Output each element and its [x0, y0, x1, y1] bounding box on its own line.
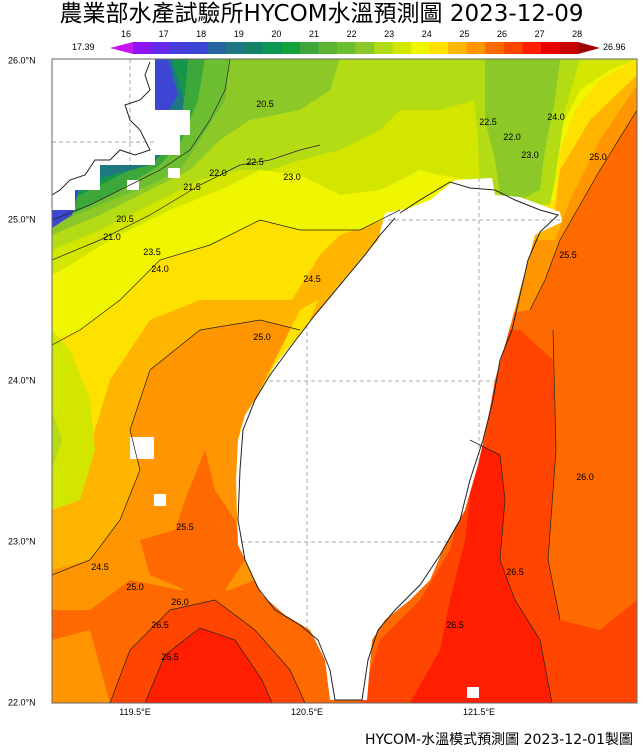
colorbar-swatch [336, 42, 356, 54]
colorbar-tick-label: 16 [120, 29, 132, 39]
colorbar-tick-label: 20 [271, 29, 282, 39]
contour-label: 25.5 [176, 522, 194, 532]
contour-label: 20.5 [116, 214, 134, 224]
colorbar-swatch [429, 42, 449, 54]
grid-lines [236, 178, 562, 700]
contour-label: 26.5 [506, 567, 524, 577]
temperature-field: 20.5 22.5 23.0 21.5 22.0 20.5 21.0 23.5 24.0 24.5… [52, 59, 637, 703]
colorbar-swatch [540, 42, 560, 54]
lat-label-24: 24.0°N [8, 375, 36, 386]
contour-label: 25.0 [589, 152, 607, 162]
lon-label-119-5: 119.5°E [119, 707, 151, 717]
colorbar-swatch [299, 42, 319, 54]
contour-label: 25.0 [126, 582, 144, 592]
map-frame [51, 58, 638, 704]
colorbar-swatch [392, 42, 412, 54]
colorbar-min-label: 17.39 [72, 42, 95, 52]
lon-label-120-5: 120.5°E [290, 707, 324, 717]
contour-label: 22.0 [209, 168, 227, 178]
contour-label: 21.0 [103, 232, 121, 242]
contour-label: 22.5 [246, 157, 264, 167]
contour-label: 24.0 [547, 112, 565, 122]
contour-label: 26.5 [446, 620, 464, 630]
lat-label-23: 23.0°N [8, 536, 36, 547]
colorbar-tick-label: 17 [158, 29, 169, 39]
colorbar-swatch [262, 42, 282, 54]
colorbar-swatch [170, 42, 190, 54]
contour-label: 26.0 [171, 597, 189, 607]
taiwan-land [236, 178, 562, 700]
colorbar-tick-label: 26 [496, 29, 508, 39]
colorbar-swatch [225, 42, 245, 54]
colorbar-swatch [503, 42, 523, 54]
lon-label-121-5: 121.5°E [462, 707, 496, 717]
map-title: 農業部水產試驗所HYCOM水溫預測圖 2023-12-09 [59, 1, 584, 27]
contour-label: 24.5 [303, 274, 321, 284]
colorbar-tick-label: 21 [308, 29, 320, 39]
colorbar-tick-label: 18 [196, 29, 207, 39]
colorbar-tick-label: 23 [384, 29, 395, 39]
taiwan-coastline [237, 181, 559, 701]
colorbar-swatch [133, 42, 153, 54]
colorbar-tick-label: 27 [534, 29, 545, 39]
colorbar-swatch [318, 42, 338, 54]
colorbar-high-arrow [578, 42, 600, 54]
contour-label: 26.0 [576, 472, 594, 482]
colorbar-swatch [411, 42, 431, 54]
colorbar-low-arrow [110, 42, 133, 54]
contour-label: 23.0 [521, 150, 539, 160]
colorbar-graphic [110, 42, 600, 54]
contour-label: 23.0 [283, 172, 301, 182]
colorbar-tick-label: 22 [346, 29, 357, 39]
colorbar-tick-label: 25 [459, 29, 470, 39]
colorbar-max-label: 26.96 [603, 42, 626, 52]
colorbar-swatch [374, 42, 394, 54]
contour-label: 22.5 [479, 117, 497, 127]
colorbar-tick-label: 19 [233, 29, 244, 39]
colorbar-swatch [151, 42, 171, 54]
contour-label: 25.0 [253, 332, 271, 342]
lat-label-26: 26.0°N [8, 55, 36, 66]
colorbar-swatch [188, 42, 208, 54]
china-coastline [52, 61, 151, 196]
colorbar-swatch [466, 42, 486, 54]
contour-label: 22.0 [503, 132, 521, 142]
contour-label: 26.5 [151, 620, 169, 630]
colorbar-swatch [559, 42, 579, 54]
contour-label: 23.5 [143, 247, 161, 257]
footer-caption: HYCOM-水溫模式預測圖 2023-12-01製圖 [364, 732, 633, 748]
colorbar-swatch [522, 42, 542, 54]
contour-label: 24.0 [151, 264, 169, 274]
colorbar-swatch [448, 42, 468, 54]
contour-label: 25.5 [559, 250, 577, 260]
lat-label-25: 25.0°N [8, 214, 36, 225]
colorbar-swatch [281, 42, 301, 54]
colorbar-swatch [207, 42, 227, 54]
colorbar-tick-label: 28 [572, 29, 583, 39]
contour-label: 24.5 [91, 562, 109, 572]
contour-label: 21.5 [183, 182, 201, 192]
colorbar-swatch [355, 42, 375, 54]
colorbar-tick-label: 24 [421, 29, 432, 39]
lat-label-22: 22.0°N [8, 697, 36, 708]
colorbar-swatch [485, 42, 505, 54]
contour-label: 20.5 [256, 99, 274, 109]
colorbar-swatch [244, 42, 264, 54]
contour-label: 26.5 [161, 652, 179, 662]
